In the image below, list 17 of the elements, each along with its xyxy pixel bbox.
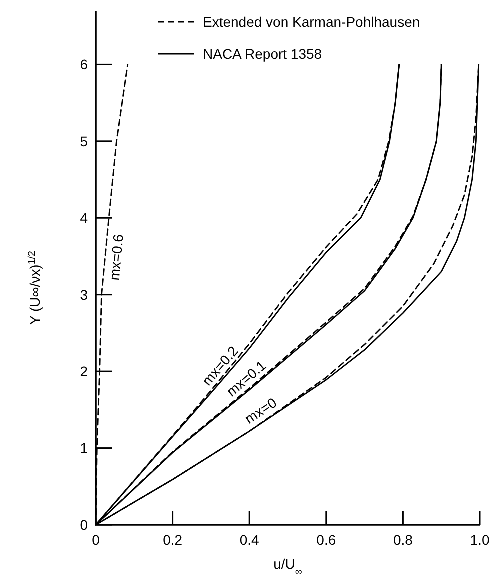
y-tick-label: 0 [80, 516, 88, 533]
legend-label: NACA Report 1358 [203, 46, 322, 62]
x-tick-label: 1.0 [470, 532, 490, 548]
y-tick-label: 1 [80, 440, 88, 456]
x-tick-label: 0.4 [240, 532, 260, 548]
annotation: mx=0.6 [106, 234, 127, 282]
x-tick-label: 0.8 [393, 532, 414, 548]
x-tick-label: 0.2 [163, 532, 183, 548]
y-tick-label: 6 [80, 56, 88, 73]
y-tick-label: 2 [80, 363, 88, 380]
x-axis-title: u/U$_{∞}$ [274, 556, 302, 576]
x-tick-label: 0 [92, 532, 100, 548]
y-tick-label: 3 [80, 286, 88, 303]
legend-label: Extended von Karman-Pohlhausen [203, 14, 420, 30]
y-tick-label: 4 [80, 210, 88, 226]
x-tick-label: 0.6 [316, 532, 336, 548]
y-tick-label: 5 [80, 133, 88, 150]
